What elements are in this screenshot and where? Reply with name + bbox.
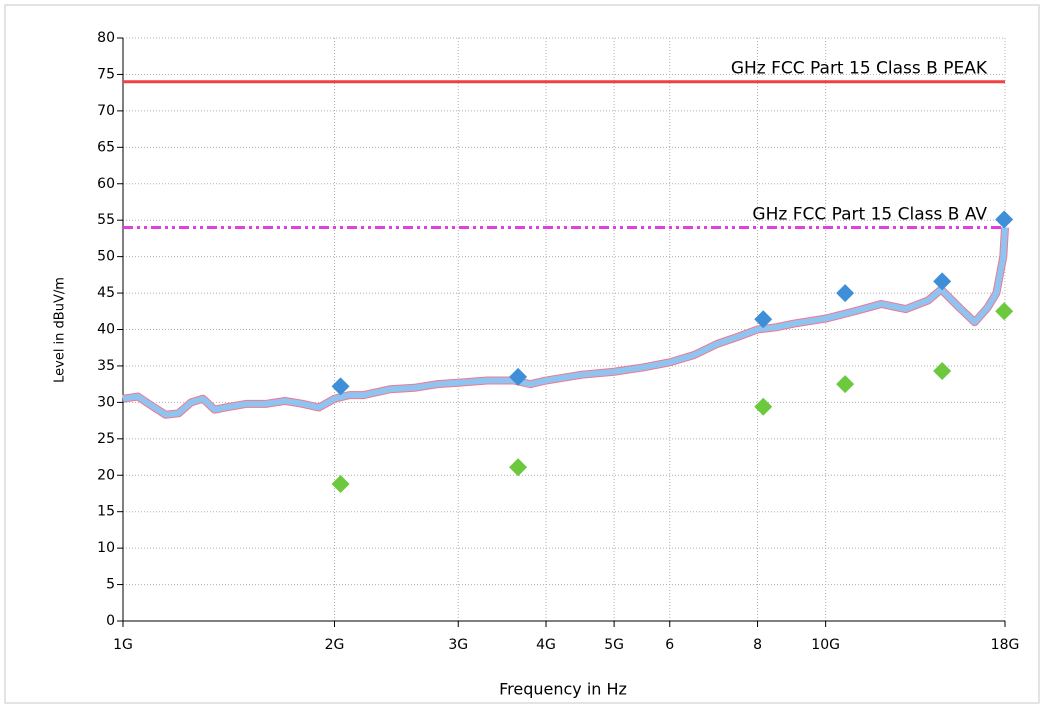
y-axis-label: Level in dBuV/m [53,277,68,383]
y-tick-label: 60 [97,176,115,192]
x-tick-label: 5G [604,637,624,653]
x-tick-label: 10G [811,637,840,653]
y-tick-label: 15 [97,504,115,520]
marker [754,397,773,416]
x-tick-label: 1G [113,637,133,653]
y-tick-label: 30 [97,394,115,410]
marker [995,210,1014,229]
marker [995,302,1014,321]
y-tick-label: 5 [106,577,115,593]
x-tick-label: 3G [448,637,468,653]
frame [4,4,1040,704]
marker [933,362,952,381]
marker [331,377,350,396]
x-tick-label: 4G [536,637,556,653]
y-tick-label: 35 [97,358,115,374]
trace-line [122,227,1008,418]
y-tick-label: 50 [97,249,115,265]
y-tick-label: 80 [97,30,115,46]
marker [509,458,528,477]
marker [331,474,350,493]
y-tick-label: 25 [97,431,115,447]
marker [836,375,855,394]
x-tick-label: 8 [753,637,762,653]
x-tick-label: 2G [325,637,345,653]
marker [933,272,952,291]
y-tick-label: 45 [97,285,115,301]
limit-label: GHz FCC Part 15 Class B PEAK [731,59,988,79]
marker [754,310,773,329]
marker [509,367,528,386]
x-tick-label: 6 [665,637,674,653]
y-tick-label: 70 [97,103,115,119]
y-tick-label: 20 [97,467,115,483]
y-tick-label: 0 [106,613,115,629]
y-tick-label: 10 [97,540,115,556]
y-tick-label: 55 [97,212,115,228]
limit-label: GHz FCC Part 15 Class B AV [752,204,987,224]
x-tick-label: 18G [991,637,1020,653]
marker [836,284,855,303]
y-tick-label: 65 [97,139,115,155]
y-tick-label: 75 [97,66,115,82]
x-axis-label: Frequency in Hz [499,680,627,699]
y-tick-label: 40 [97,322,115,338]
